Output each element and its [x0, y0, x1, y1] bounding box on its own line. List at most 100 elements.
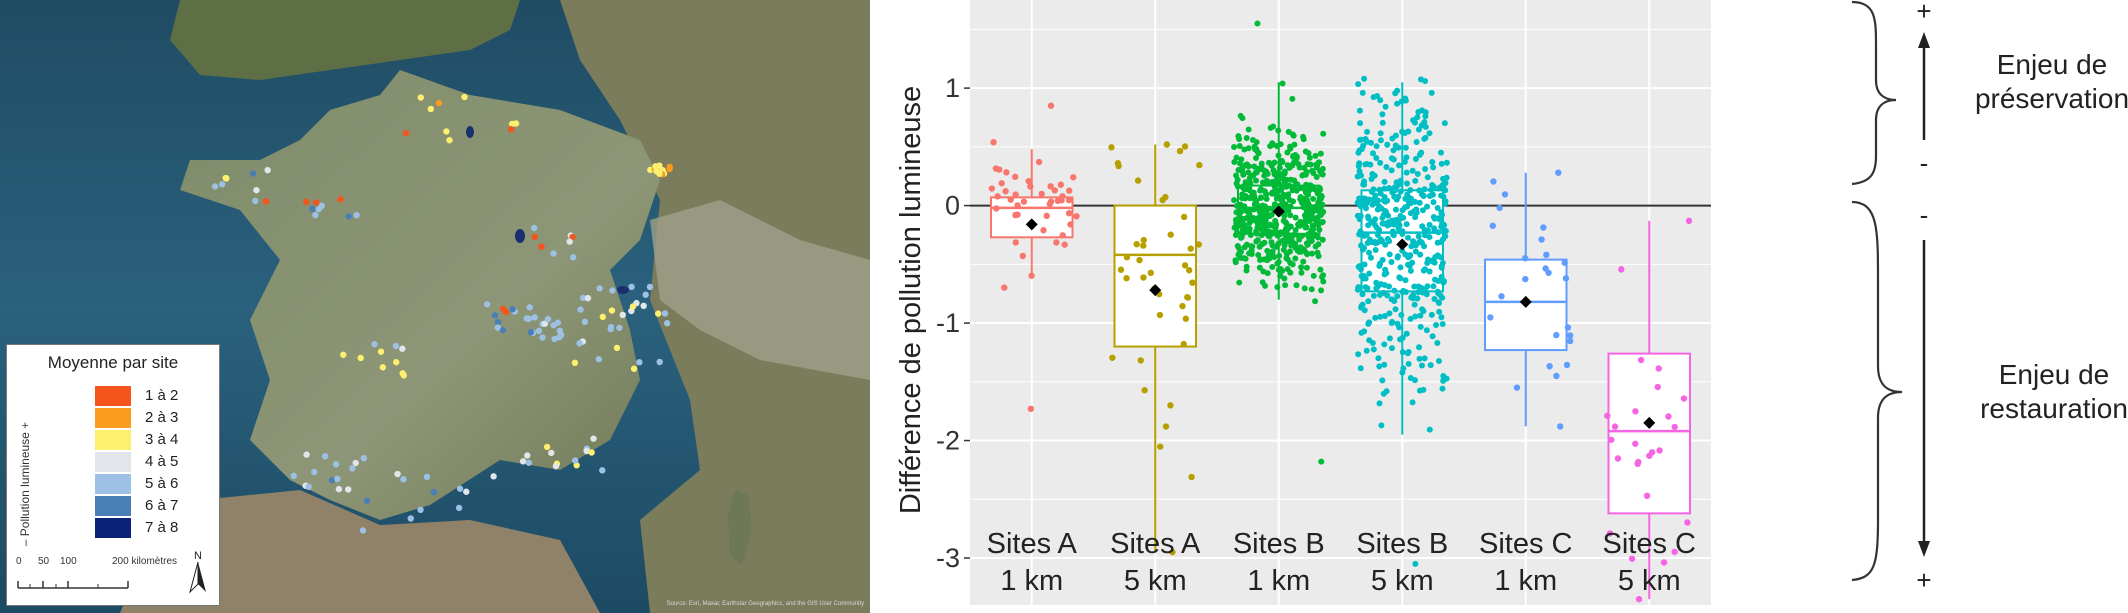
data-point: [1147, 269, 1154, 277]
data-point: [1386, 283, 1393, 290]
data-point: [1388, 167, 1395, 174]
data-point: [1258, 194, 1265, 201]
data-point: [1392, 132, 1399, 139]
data-point: [1282, 233, 1289, 240]
data-point: [1386, 184, 1393, 191]
data-point: [1140, 242, 1147, 249]
data-point: [1360, 181, 1367, 188]
data-point: [1272, 217, 1279, 224]
data-point: [1373, 279, 1380, 286]
data-point: [1312, 298, 1319, 305]
data-point: [1364, 128, 1371, 135]
data-point: [1388, 320, 1395, 327]
data-point: [1297, 244, 1304, 251]
site-marker: [328, 476, 336, 484]
site-marker: [264, 166, 271, 174]
data-point: [1415, 289, 1422, 296]
data-point: [1405, 349, 1412, 356]
data-point: [1378, 422, 1385, 429]
site-marker: [584, 294, 592, 302]
site-marker: [550, 250, 557, 257]
data-point: [1439, 321, 1446, 328]
data-point: [1059, 232, 1066, 239]
data-point: [1057, 181, 1065, 188]
data-point: [1268, 162, 1275, 169]
data-point: [1269, 140, 1276, 147]
label-restauration-line2: restauration: [1980, 393, 2128, 424]
legend-swatch: [95, 408, 131, 428]
data-point: [1522, 275, 1529, 283]
data-point: [1496, 204, 1503, 212]
data-point: [1402, 97, 1409, 104]
site-marker: [352, 459, 359, 467]
category-label-4: Sites B 5 km: [1356, 528, 1448, 597]
boxplot-3: [1231, 20, 1327, 465]
data-point: [1295, 232, 1302, 239]
legend-item-2: 2 à 3: [95, 407, 215, 429]
data-point: [1391, 193, 1398, 200]
data-point: [1426, 426, 1433, 433]
boxplots: [988, 20, 1693, 603]
data-point: [1432, 276, 1439, 283]
data-point: [1402, 144, 1409, 151]
data-point: [1438, 211, 1445, 218]
site-marker: [407, 515, 414, 522]
data-point: [1182, 315, 1190, 322]
data-point: [1553, 331, 1560, 339]
jitter-points: [1487, 169, 1574, 430]
data-point: [1397, 264, 1404, 271]
label-restauration-line1: Enjeu de: [1999, 359, 2110, 390]
data-point: [1281, 168, 1288, 175]
data-point: [1234, 229, 1241, 236]
data-point: [1291, 177, 1298, 184]
data-point: [1403, 330, 1410, 337]
jitter-points: [988, 102, 1080, 413]
data-point: [1614, 455, 1622, 462]
scale-tick-0: 0: [16, 556, 22, 567]
data-point: [1279, 267, 1286, 274]
data-point: [1277, 231, 1284, 238]
data-point: [1405, 360, 1412, 367]
data-point: [1361, 307, 1368, 314]
data-point: [1538, 236, 1545, 243]
site-marker: [523, 315, 530, 322]
data-point: [1242, 255, 1249, 262]
data-point: [1386, 251, 1393, 258]
data-point: [1256, 264, 1263, 271]
site-marker: [249, 170, 257, 177]
data-point: [1405, 198, 1412, 205]
data-point: [1266, 205, 1273, 212]
data-point: [1388, 259, 1395, 266]
site-marker: [640, 302, 647, 310]
site-marker: [400, 476, 407, 483]
site-marker: [427, 105, 435, 113]
legend-swatch: [95, 496, 131, 516]
data-point: [1415, 233, 1422, 240]
site-marker: [524, 452, 531, 459]
legend-label: 2 à 3: [145, 409, 179, 426]
site-marker: [332, 461, 340, 468]
data-point: [1299, 172, 1306, 179]
data-point: [1566, 337, 1574, 345]
category-label-6: Sites C 5 km: [1603, 528, 1696, 597]
data-point: [1501, 191, 1509, 198]
data-point: [1355, 284, 1362, 291]
data-point: [1414, 170, 1421, 177]
boxplot-5: [1483, 169, 1574, 430]
data-point: [1374, 232, 1381, 239]
site-marker: [490, 473, 497, 480]
data-point: [1231, 224, 1238, 231]
site-marker: [359, 527, 367, 534]
data-point: [1388, 155, 1395, 162]
data-point: [1408, 294, 1415, 301]
data-point: [1441, 222, 1448, 229]
data-point: [1259, 241, 1266, 248]
category-distance: 1 km: [1000, 565, 1063, 597]
data-point: [1269, 222, 1276, 229]
data-point: [1654, 383, 1661, 391]
data-point: [1396, 324, 1403, 331]
site-marker: [303, 451, 310, 458]
data-point: [1231, 197, 1238, 204]
data-point: [1289, 131, 1296, 138]
data-point: [1417, 251, 1424, 258]
